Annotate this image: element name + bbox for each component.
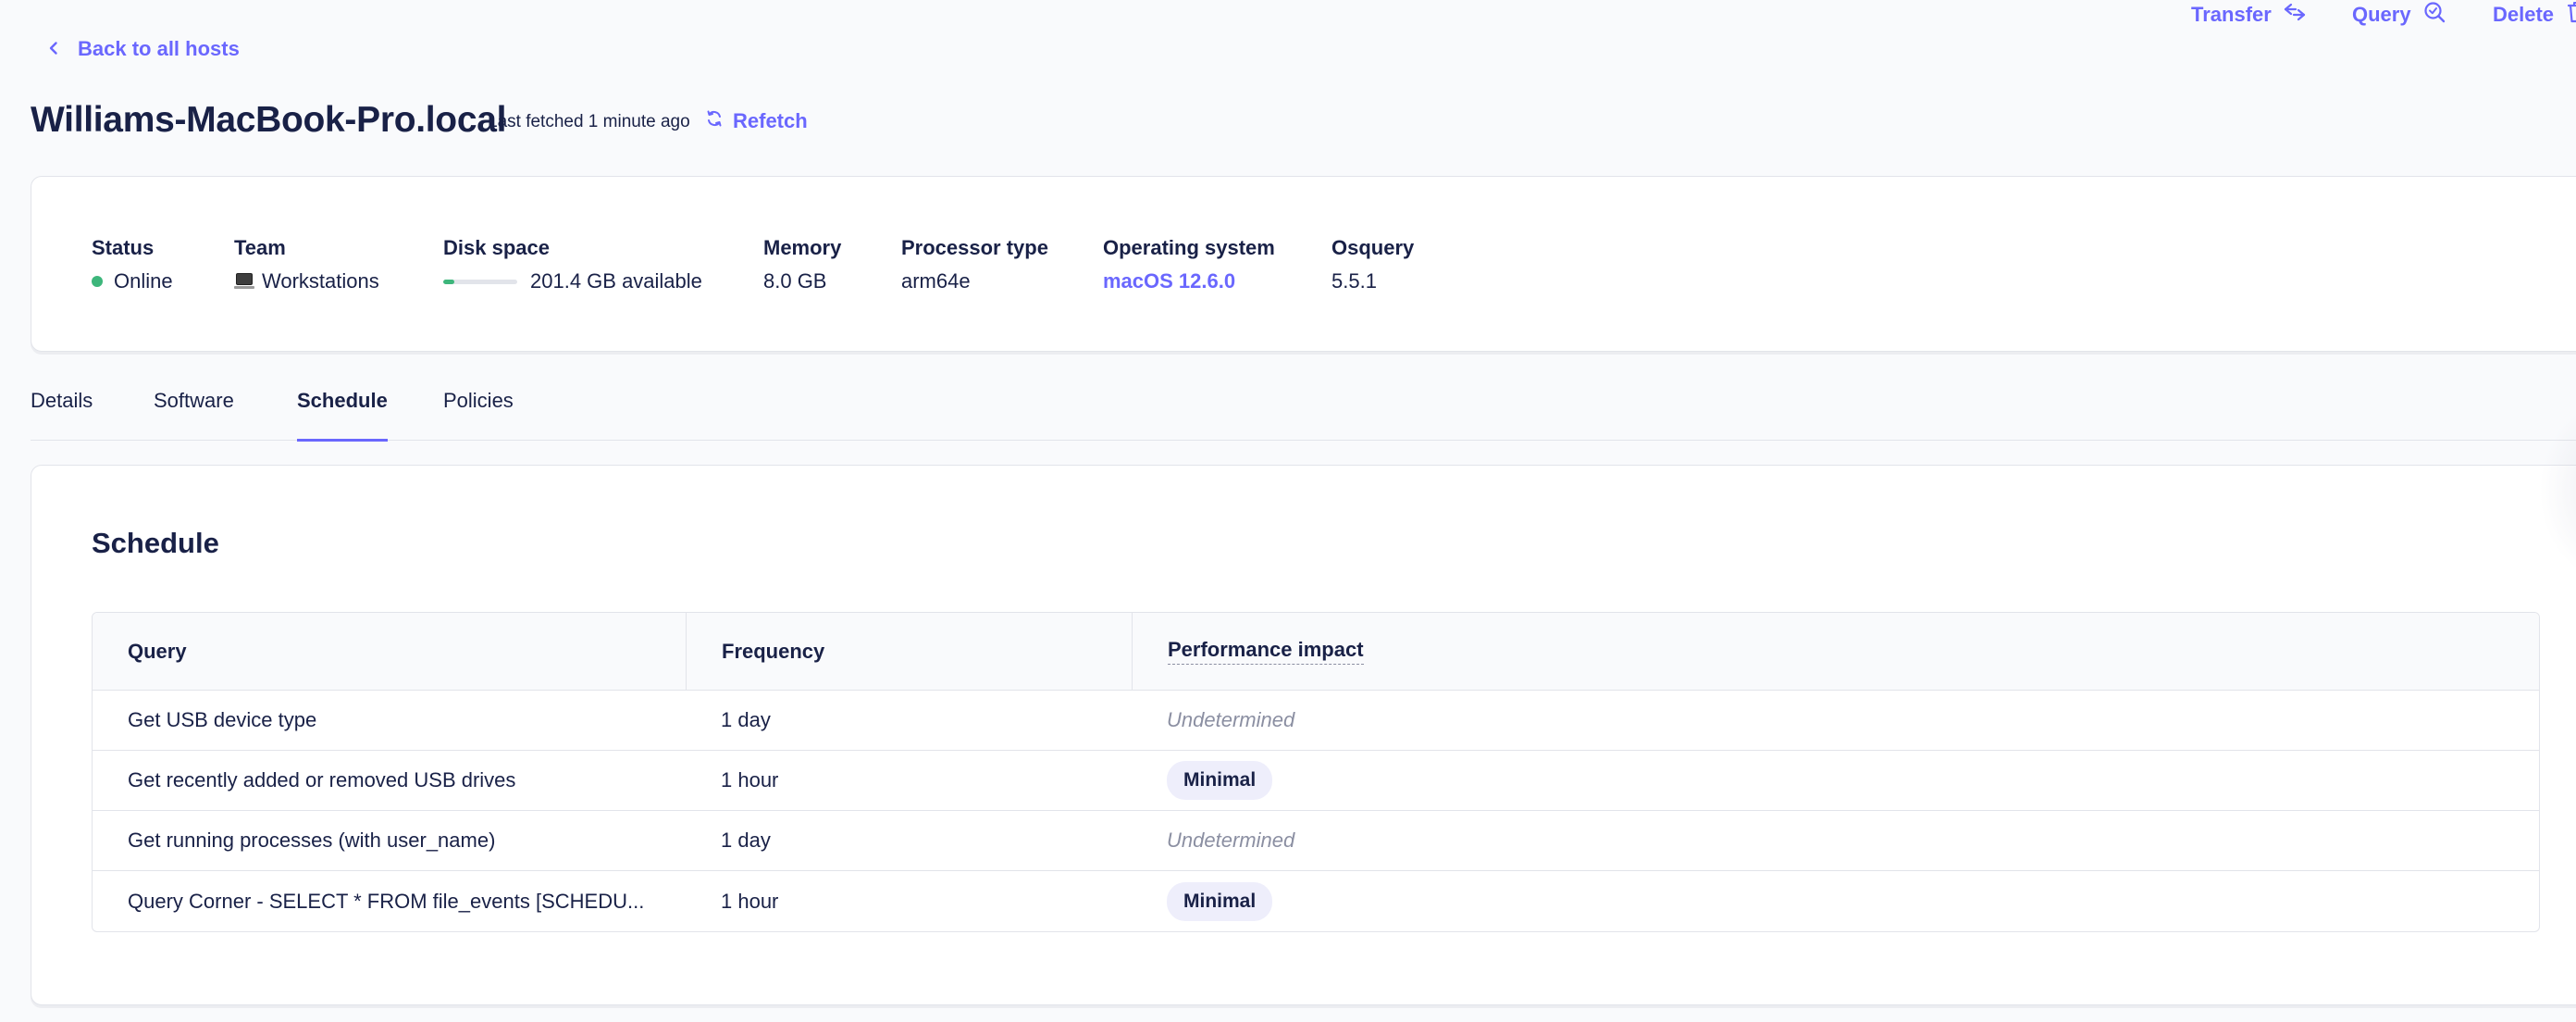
team-value: Workstations: [234, 269, 379, 293]
performance-undetermined-text: Undetermined: [1167, 829, 1295, 852]
osquery-value: 5.5.1: [1331, 269, 1377, 293]
query-name-cell: Query Corner - SELECT * FROM file_events…: [128, 889, 645, 913]
memory-info: Memory 8.0 GB: [763, 236, 841, 293]
table-header: Query Frequency Performance impact: [93, 613, 2539, 691]
host-summary-card: Status Online Team Workstations Disk spa…: [31, 176, 2576, 352]
operating-system-value: macOS 12.6.0: [1103, 269, 1275, 293]
performance-badge: Minimal: [1167, 881, 1273, 921]
back-to-hosts-link[interactable]: Back to all hosts: [46, 37, 240, 61]
disk-space-info: Disk space 201.4 GB available: [443, 236, 702, 293]
processor-value: arm64e: [901, 269, 971, 293]
team-text: Workstations: [262, 269, 379, 293]
schedule-table: Query Frequency Performance impact Get U…: [92, 612, 2540, 932]
status-label: Status: [92, 236, 155, 259]
memory-value: 8.0 GB: [763, 269, 827, 293]
disk-space-value: 201.4 GB available: [443, 269, 702, 293]
status-text: Online: [114, 269, 173, 293]
query-name-cell: Get recently added or removed USB drives: [128, 768, 516, 791]
refetch-label: Refetch: [733, 109, 808, 132]
chevron-left-icon: [46, 37, 61, 61]
column-header-frequency[interactable]: Frequency: [686, 613, 1132, 690]
tab-policies[interactable]: Policies: [443, 389, 514, 412]
trash-icon: [2565, 0, 2576, 30]
back-link-label: Back to all hosts: [78, 37, 240, 60]
last-fetched-text: Last fetched 1 minute ago: [488, 112, 690, 131]
online-status-dot-icon: [92, 276, 103, 287]
memory-label: Memory: [763, 236, 842, 259]
performance-cell: Undetermined: [1132, 691, 2539, 750]
column-header-performance-impact[interactable]: Performance impact: [1132, 613, 2539, 690]
performance-undetermined-text: Undetermined: [1167, 708, 1295, 731]
operating-system-info: Operating system macOS 12.6.0: [1103, 236, 1275, 293]
osquery-info: Osquery 5.5.1: [1331, 236, 1414, 293]
query-button[interactable]: Query: [2352, 0, 2446, 30]
tab-schedule[interactable]: Schedule: [297, 389, 388, 442]
performance-cell: Undetermined: [1132, 811, 2539, 870]
table-row: Get recently added or removed USB drives…: [93, 751, 2539, 811]
performance-impact-tooltip-label[interactable]: Performance impact: [1168, 638, 1364, 665]
laptop-icon: [234, 273, 254, 290]
osquery-label: Osquery: [1331, 236, 1415, 259]
schedule-title: Schedule: [92, 527, 219, 559]
disk-usage-bar: [443, 279, 517, 284]
transfer-arrows-icon: [2283, 0, 2307, 30]
status-info: Status Online: [92, 236, 173, 293]
transfer-button[interactable]: Transfer: [2191, 0, 2307, 30]
performance-badge: Minimal: [1167, 761, 1273, 800]
column-header-query[interactable]: Query: [128, 639, 187, 663]
refetch-button[interactable]: Refetch: [705, 109, 808, 133]
delete-label: Delete: [2493, 3, 2555, 26]
query-name-cell: Get running processes (with user_name): [128, 829, 496, 852]
tab-details[interactable]: Details: [31, 389, 93, 412]
query-label: Query: [2352, 3, 2411, 26]
table-row: Get running processes (with user_name) 1…: [93, 811, 2539, 871]
status-value: Online: [92, 269, 173, 293]
operating-system-link[interactable]: macOS 12.6.0: [1103, 269, 1236, 293]
schedule-card: Schedule Query Frequency Performance imp…: [31, 465, 2576, 1005]
processor-info: Processor type arm64e: [901, 236, 1048, 293]
disk-space-label: Disk space: [443, 236, 550, 259]
host-tabs: Details Software Schedule Policies: [31, 389, 2576, 442]
team-info: Team Workstations: [234, 236, 379, 293]
transfer-label: Transfer: [2191, 3, 2272, 26]
refresh-icon: [705, 109, 724, 133]
team-label: Team: [234, 236, 286, 259]
frequency-cell: 1 hour: [721, 889, 779, 913]
table-row: Query Corner - SELECT * FROM file_events…: [93, 871, 2539, 931]
disk-space-text: 201.4 GB available: [530, 269, 702, 293]
query-name-cell: Get USB device type: [128, 708, 317, 731]
processor-label: Processor type: [901, 236, 1048, 259]
table-row: Get USB device type 1 day Undetermined: [93, 691, 2539, 751]
tab-software[interactable]: Software: [154, 389, 234, 412]
performance-cell: Minimal: [1132, 871, 2539, 931]
host-name-title: Williams-MacBook-Pro.local: [31, 100, 507, 140]
frequency-cell: 1 day: [721, 708, 771, 731]
performance-cell: Minimal: [1132, 751, 2539, 810]
delete-button[interactable]: Delete: [2493, 0, 2576, 30]
search-check-icon: [2422, 0, 2446, 30]
frequency-cell: 1 day: [721, 829, 771, 852]
operating-system-label: Operating system: [1103, 236, 1275, 259]
frequency-cell: 1 hour: [721, 768, 779, 791]
